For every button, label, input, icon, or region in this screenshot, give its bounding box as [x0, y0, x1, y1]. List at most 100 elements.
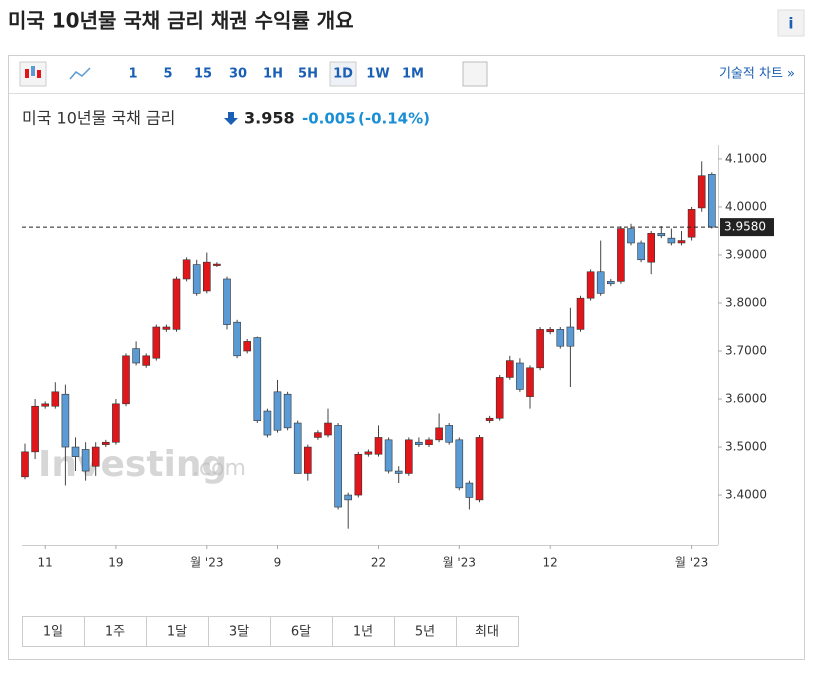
- candle-body: [61, 393, 70, 448]
- range-buttons: 1일 1주 1달 3달 6달 1년 5년 최대: [22, 616, 519, 647]
- candle-body: [243, 341, 251, 352]
- candle-body: [51, 391, 60, 407]
- range-button[interactable]: 1달: [167, 625, 187, 640]
- candle-body: [223, 278, 231, 325]
- candle-body: [687, 209, 696, 238]
- y-tick-label: 3.6000: [725, 392, 767, 406]
- plot: 3.4000 3.5000 3.6000 3.7000 3.8000 3.9000 4.00…: [21, 145, 774, 570]
- candle-body: [233, 321, 241, 357]
- candle-body: [314, 432, 322, 438]
- down-arrow: [224, 112, 238, 125]
- y-tick-label: 4.0000: [725, 199, 767, 213]
- candle-body: [576, 297, 585, 330]
- candle-body: [475, 437, 484, 501]
- range-button[interactable]: 5년: [415, 625, 435, 640]
- active-interval-bg: [329, 61, 357, 87]
- range-button[interactable]: 6달: [291, 625, 311, 640]
- candle-body: [667, 237, 676, 244]
- candle-body: [627, 228, 635, 244]
- candle-body: [354, 453, 363, 496]
- range-button[interactable]: 3달: [229, 625, 249, 640]
- interval-button[interactable]: 1: [128, 67, 137, 82]
- candle-body: [31, 405, 39, 453]
- layout-icon[interactable]: [462, 61, 488, 87]
- candle-body: [435, 427, 443, 441]
- candle-body: [324, 422, 332, 436]
- candle-body: [384, 439, 393, 472]
- quote-change-pct: (-0.14%): [358, 110, 430, 128]
- x-tick-label: 월 '23: [190, 556, 223, 570]
- x-tick-label: 19: [108, 556, 123, 570]
- last-price-label: 3.9580: [724, 220, 766, 234]
- range-button-bg[interactable]: [84, 616, 147, 647]
- candle-body: [152, 326, 161, 359]
- candle-body: [91, 446, 100, 467]
- range-button-bg[interactable]: [456, 616, 519, 647]
- quote-name: 미국 10년물 국채 금리: [22, 109, 175, 128]
- line-icon[interactable]: [69, 67, 91, 80]
- candle-body: [172, 278, 181, 330]
- y-tick-label: 3.4000: [725, 488, 767, 502]
- technical-chart-link[interactable]: 기술적 차트 »: [719, 67, 795, 82]
- candle-body: [425, 439, 433, 445]
- watermark-brand: Investing: [38, 444, 227, 485]
- range-button-bg[interactable]: [270, 616, 333, 647]
- candle-body: [132, 348, 140, 364]
- candle-body: [192, 264, 201, 294]
- range-button-bg[interactable]: [394, 616, 457, 647]
- x-tick-label: 11: [38, 556, 53, 570]
- range-button[interactable]: 최대: [475, 625, 499, 640]
- interval-button[interactable]: 5H: [298, 67, 318, 82]
- candle-body: [293, 422, 302, 474]
- interval-button[interactable]: 1M: [402, 67, 424, 82]
- candle-body: [364, 451, 373, 455]
- x-tick-label: 9: [274, 556, 282, 570]
- x-tick-label: 22: [371, 556, 386, 570]
- candle-body: [586, 271, 595, 299]
- interval-button[interactable]: 15: [194, 67, 212, 82]
- candle-body: [485, 417, 494, 421]
- candle-body: [374, 437, 383, 455]
- info-button[interactable]: [777, 9, 805, 37]
- range-button[interactable]: 1일: [43, 625, 63, 640]
- candle-body: [606, 281, 615, 285]
- info-icon[interactable]: i: [788, 15, 793, 33]
- candle-body: [213, 263, 221, 266]
- candle-icon[interactable]: [19, 61, 47, 87]
- chart-panel: [8, 55, 805, 660]
- interval-buttons: 1 5 15 30 1H 5H 1D 1W 1M: [128, 61, 424, 87]
- candle-body: [495, 377, 504, 419]
- interval-button[interactable]: 1W: [366, 67, 389, 82]
- candle-body: [697, 175, 706, 209]
- y-tick-label: 3.9000: [725, 247, 767, 261]
- y-tick-label: 3.5000: [725, 440, 767, 454]
- quote-change: -0.005: [302, 110, 356, 128]
- x-tick-label: 12: [543, 556, 558, 570]
- interval-button[interactable]: 30: [229, 67, 247, 82]
- candle-body: [404, 439, 413, 474]
- range-button[interactable]: 1년: [353, 625, 373, 640]
- candle-body: [546, 329, 555, 333]
- interval-button[interactable]: 1D: [333, 67, 353, 82]
- candle-body: [647, 233, 656, 263]
- candle-body: [617, 228, 625, 282]
- candle-body: [273, 391, 282, 431]
- candle-body: [112, 403, 120, 443]
- page-title: 미국 10년물 국채 금리 채권 수익률 개요: [8, 9, 354, 33]
- interval-button[interactable]: 1H: [263, 67, 283, 82]
- candle-body: [102, 441, 110, 445]
- interval-button[interactable]: 5: [163, 67, 172, 82]
- candle-body: [707, 173, 716, 228]
- x-tick-label: 월 '23: [675, 556, 708, 570]
- candle-body: [556, 329, 565, 347]
- candle-body: [162, 326, 171, 330]
- candle-body: [182, 259, 191, 280]
- range-button-bg[interactable]: [208, 616, 271, 647]
- range-button[interactable]: 1주: [105, 625, 125, 640]
- candle-body: [455, 439, 464, 489]
- y-tick-label: 4.1000: [725, 151, 767, 165]
- quote-price: 3.958: [244, 109, 295, 128]
- candle-body: [566, 326, 575, 347]
- candle-body: [445, 425, 454, 443]
